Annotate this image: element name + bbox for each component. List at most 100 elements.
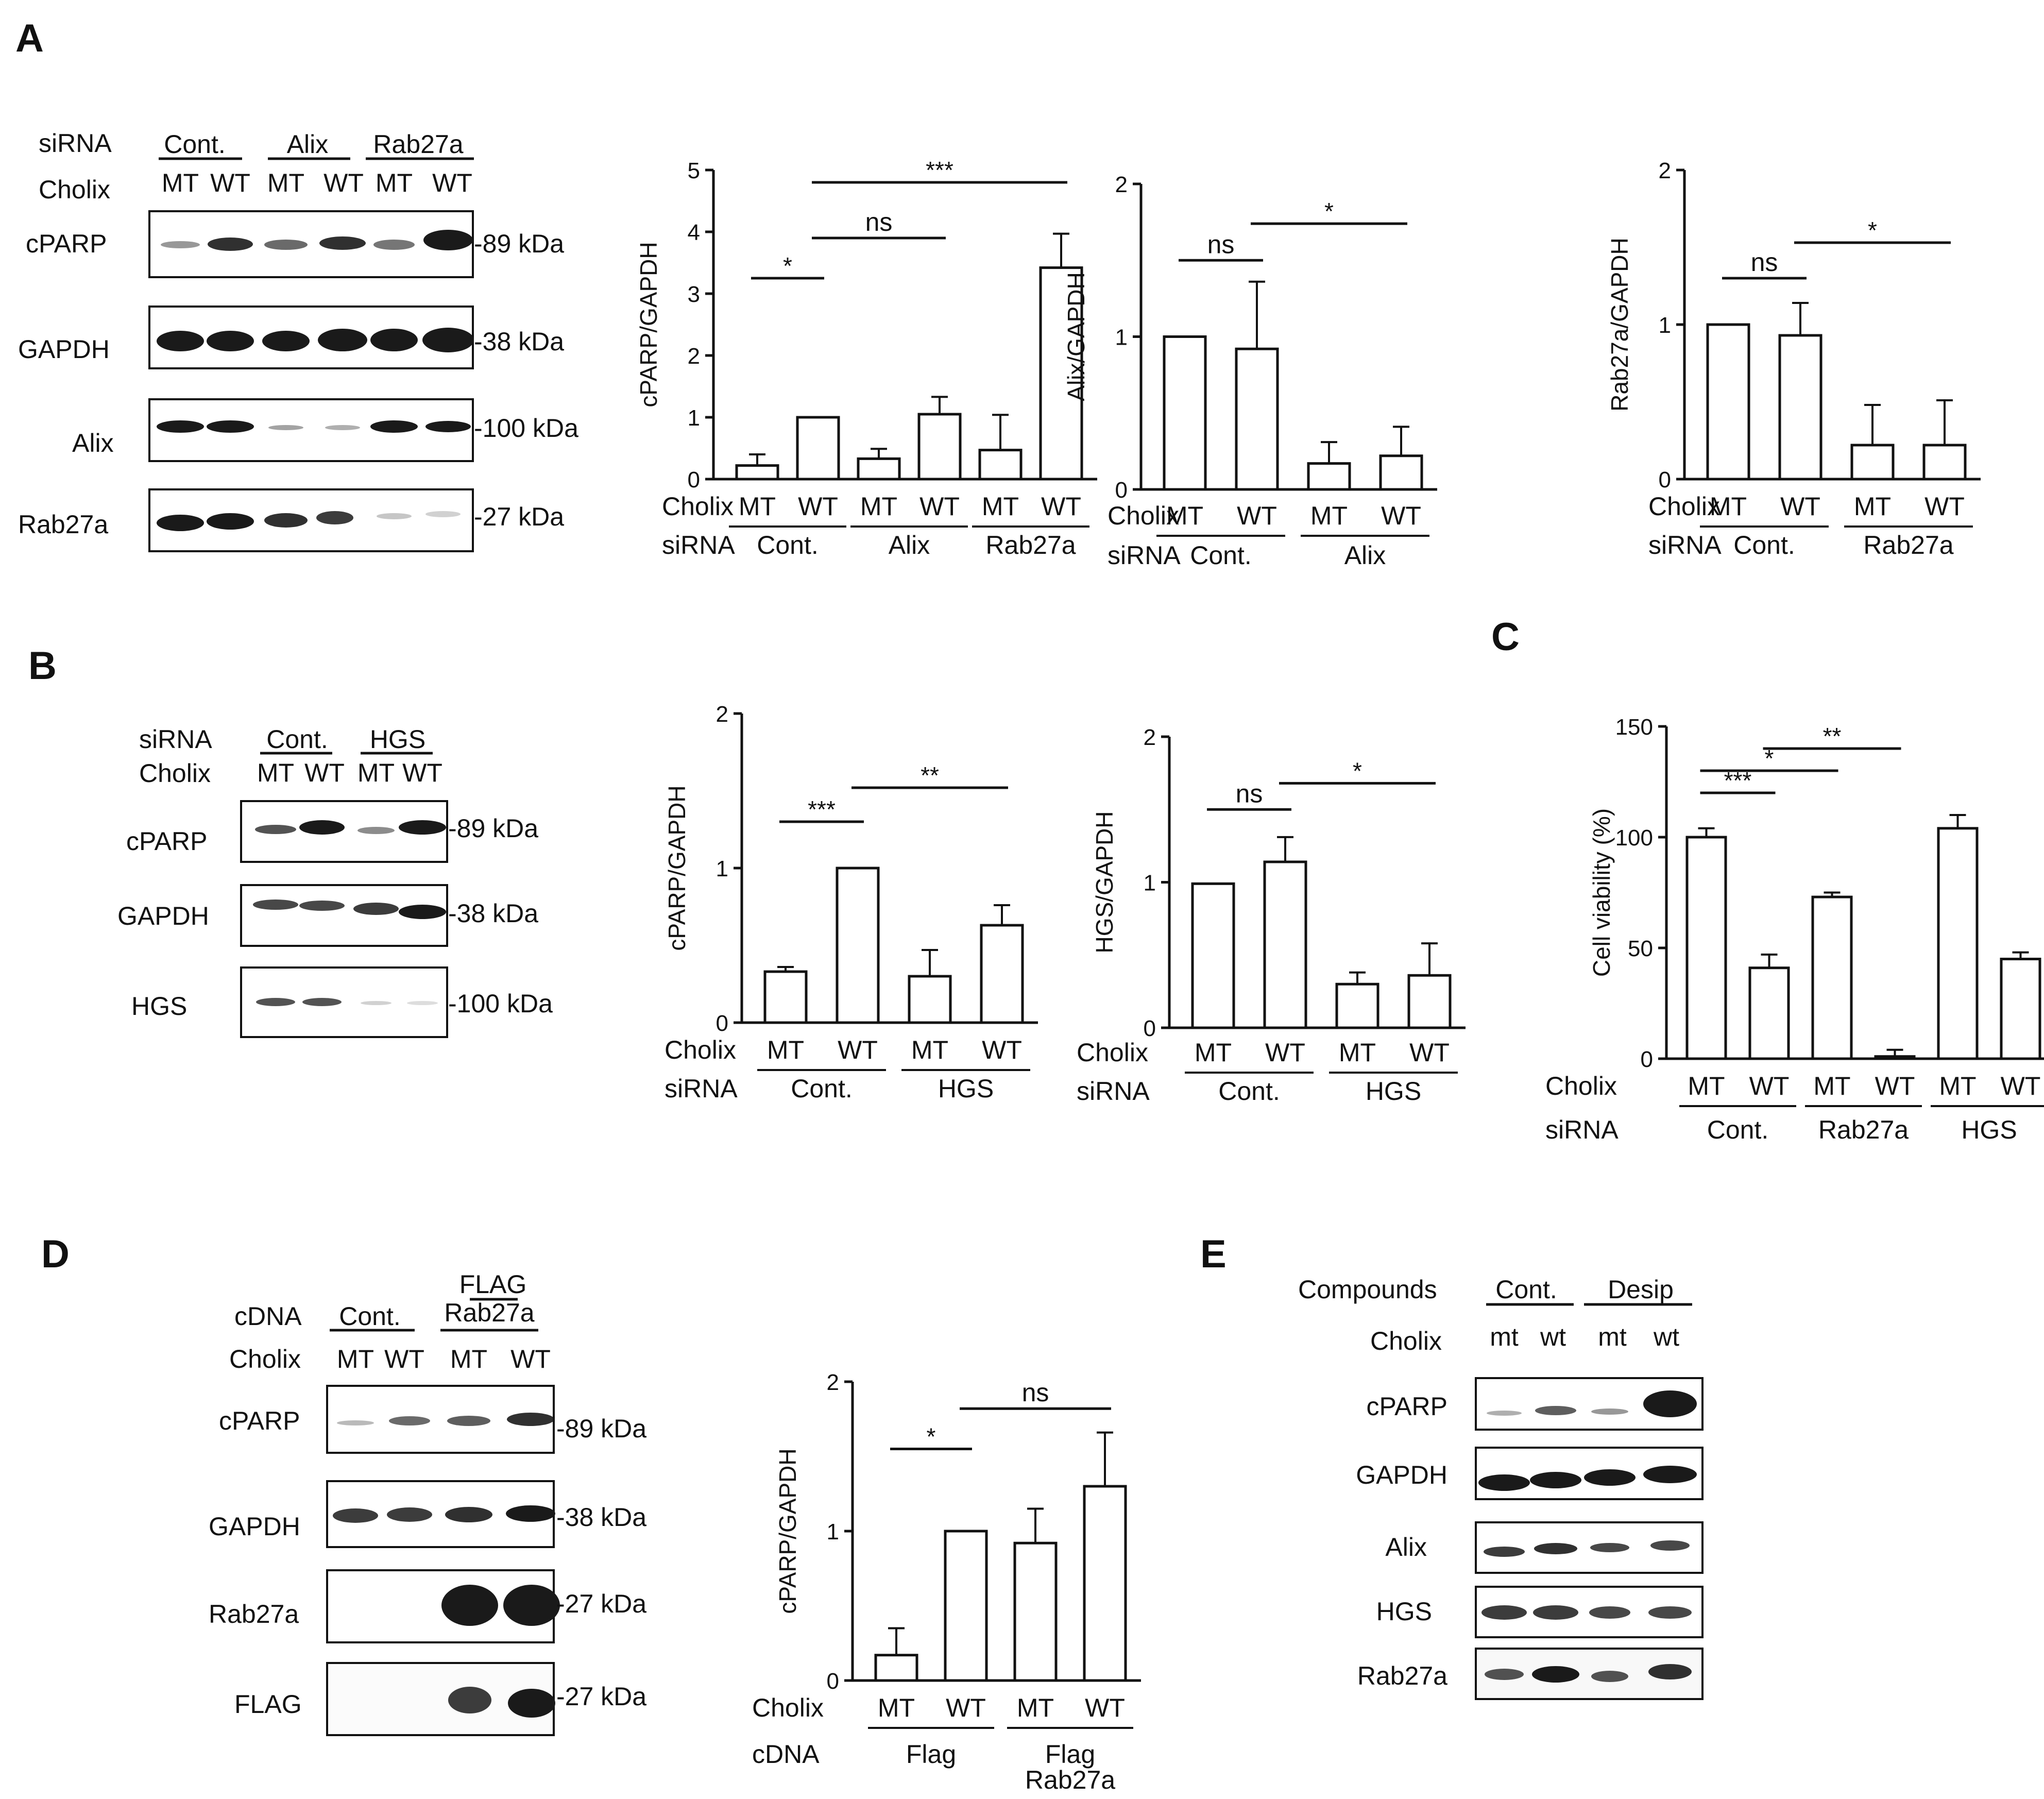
western-blot-b: siRNA Cholix Cont. HGS MT WT MT WT cPARP… [117, 725, 553, 1038]
band [1478, 1474, 1530, 1491]
blot-a-size-rab27a: -27 kDa [474, 502, 564, 531]
group-label: Cont. [1190, 541, 1252, 570]
y-tick-label: 3 [688, 282, 700, 307]
y-tick-label: 0 [1144, 1016, 1156, 1041]
blot-b-row-cholix: Cholix [139, 759, 211, 788]
band [161, 241, 200, 248]
x-tick-label: WT [838, 1036, 878, 1064]
band [1535, 1406, 1576, 1415]
x-tick-label: WT [946, 1693, 986, 1722]
band [157, 515, 204, 531]
panel-label-b: B [28, 644, 57, 688]
x-tick-label: WT [1780, 492, 1820, 521]
band [299, 820, 345, 835]
bar [1874, 1055, 1916, 1060]
y-tick-label: 1 [1144, 871, 1156, 896]
blot-d-bands-cparp [337, 1413, 554, 1426]
bar [1163, 335, 1207, 491]
band [1589, 1606, 1630, 1619]
blot-a-size-cparp: -89 kDa [474, 229, 564, 258]
blot-e-label-hgs: HGS [1376, 1597, 1432, 1626]
western-blot-d: cDNA Cholix Cont. FLAG Rab27a MT WT MT W… [209, 1270, 646, 1736]
y-tick-label: 50 [1628, 936, 1653, 961]
bar [944, 1530, 988, 1682]
y-axis-label: HGS/GAPDH [1091, 811, 1118, 953]
band [157, 331, 204, 351]
y-tick-label: 1 [688, 405, 700, 431]
blot-b-size-gapdh: -38 kDa [448, 899, 538, 928]
significance-label: * [1868, 217, 1877, 244]
significance-label: *** [808, 796, 836, 823]
band [377, 513, 412, 519]
blot-d-size-flag: -27 kDa [556, 1682, 646, 1711]
band [1590, 1543, 1629, 1552]
group-label: Alix [1344, 541, 1386, 570]
band [325, 425, 360, 430]
band [1650, 1540, 1690, 1551]
x-tick-label: WT [1085, 1693, 1125, 1722]
band [508, 1689, 555, 1718]
group-label: Cont. [757, 531, 819, 559]
bar [1685, 836, 1727, 1060]
group-label: Cont. [1707, 1115, 1769, 1144]
band [422, 328, 474, 352]
y-tick-label: 2 [1144, 725, 1156, 750]
blot-a-bands-gapdh [157, 328, 474, 352]
band [253, 899, 298, 910]
band [337, 1420, 374, 1425]
band [319, 236, 366, 250]
blot-b-size-cparp: -89 kDa [448, 814, 538, 843]
bar [1778, 334, 1822, 481]
band [425, 421, 471, 432]
band [264, 513, 308, 528]
bar-chart-a-rab27a: 0 1 2 Rab27a/GAPDH MT WT MT WT Cholix siRNA Cont. R… [1606, 158, 1981, 559]
y-tick-label: 150 [1615, 715, 1653, 740]
y-tick-label: 5 [688, 158, 700, 183]
bar [1039, 266, 1083, 481]
band [255, 825, 296, 834]
band [262, 331, 310, 351]
bar [735, 464, 779, 481]
blot-d-label-flag: FLAG [234, 1690, 302, 1719]
blot-e-bands-gapdh [1478, 1466, 1697, 1491]
group-label: HGS [1961, 1115, 2017, 1144]
bar-chart-d-cparp: 0 1 2 cPARP/GAPDH MT WT MT WT Cholix cDNA Flag Flag… [752, 1370, 1141, 1794]
blot-a-membrane-gapdh [148, 306, 474, 369]
band [1487, 1411, 1522, 1416]
bar [1083, 1485, 1127, 1682]
blot-e-group-cont: Cont. [1495, 1275, 1557, 1304]
y-tick-label: 0 [688, 467, 700, 493]
significance-label: ns [1022, 1378, 1049, 1407]
x-tick-label: MT [739, 492, 776, 521]
x-tick-label: WT [1265, 1038, 1305, 1067]
band [370, 420, 418, 433]
significance-label: ns [1751, 248, 1778, 277]
significance-label: * [1765, 745, 1774, 772]
group-label: Rab27a [1025, 1766, 1115, 1794]
row-label-group: siRNA [1545, 1115, 1619, 1144]
band [268, 425, 303, 430]
blot-d-bands-gapdh [333, 1505, 555, 1523]
y-tick-label: 1 [827, 1519, 839, 1545]
significance-label: ns [1207, 230, 1235, 259]
blot-b-lane-3: MT [357, 758, 395, 787]
x-tick-label: WT [2001, 1072, 2041, 1100]
x-tick-label: MT [767, 1036, 804, 1064]
panel-label-a: A [15, 16, 44, 60]
y-tick-label: 1 [1659, 313, 1671, 338]
band [507, 1413, 554, 1426]
blot-e-row-cholix: Cholix [1370, 1327, 1442, 1355]
blot-e-bands-cparp [1487, 1390, 1697, 1417]
band [157, 420, 204, 433]
western-blot-e: Compounds Cholix Cont. Desip mt wt mt wt… [1298, 1275, 1704, 1700]
band [1532, 1666, 1579, 1683]
group-label: Rab27a [1818, 1115, 1909, 1144]
bar [1191, 882, 1235, 1029]
y-tick-label: 100 [1615, 825, 1653, 851]
row-label-cholix: Cholix [1108, 501, 1179, 530]
significance-label: ** [921, 762, 939, 789]
y-axis-label: Alix/GAPDH [1063, 272, 1089, 401]
group-label: Rab27a [1863, 531, 1953, 559]
significance-label: * [1324, 198, 1334, 225]
bar [1937, 827, 1979, 1060]
